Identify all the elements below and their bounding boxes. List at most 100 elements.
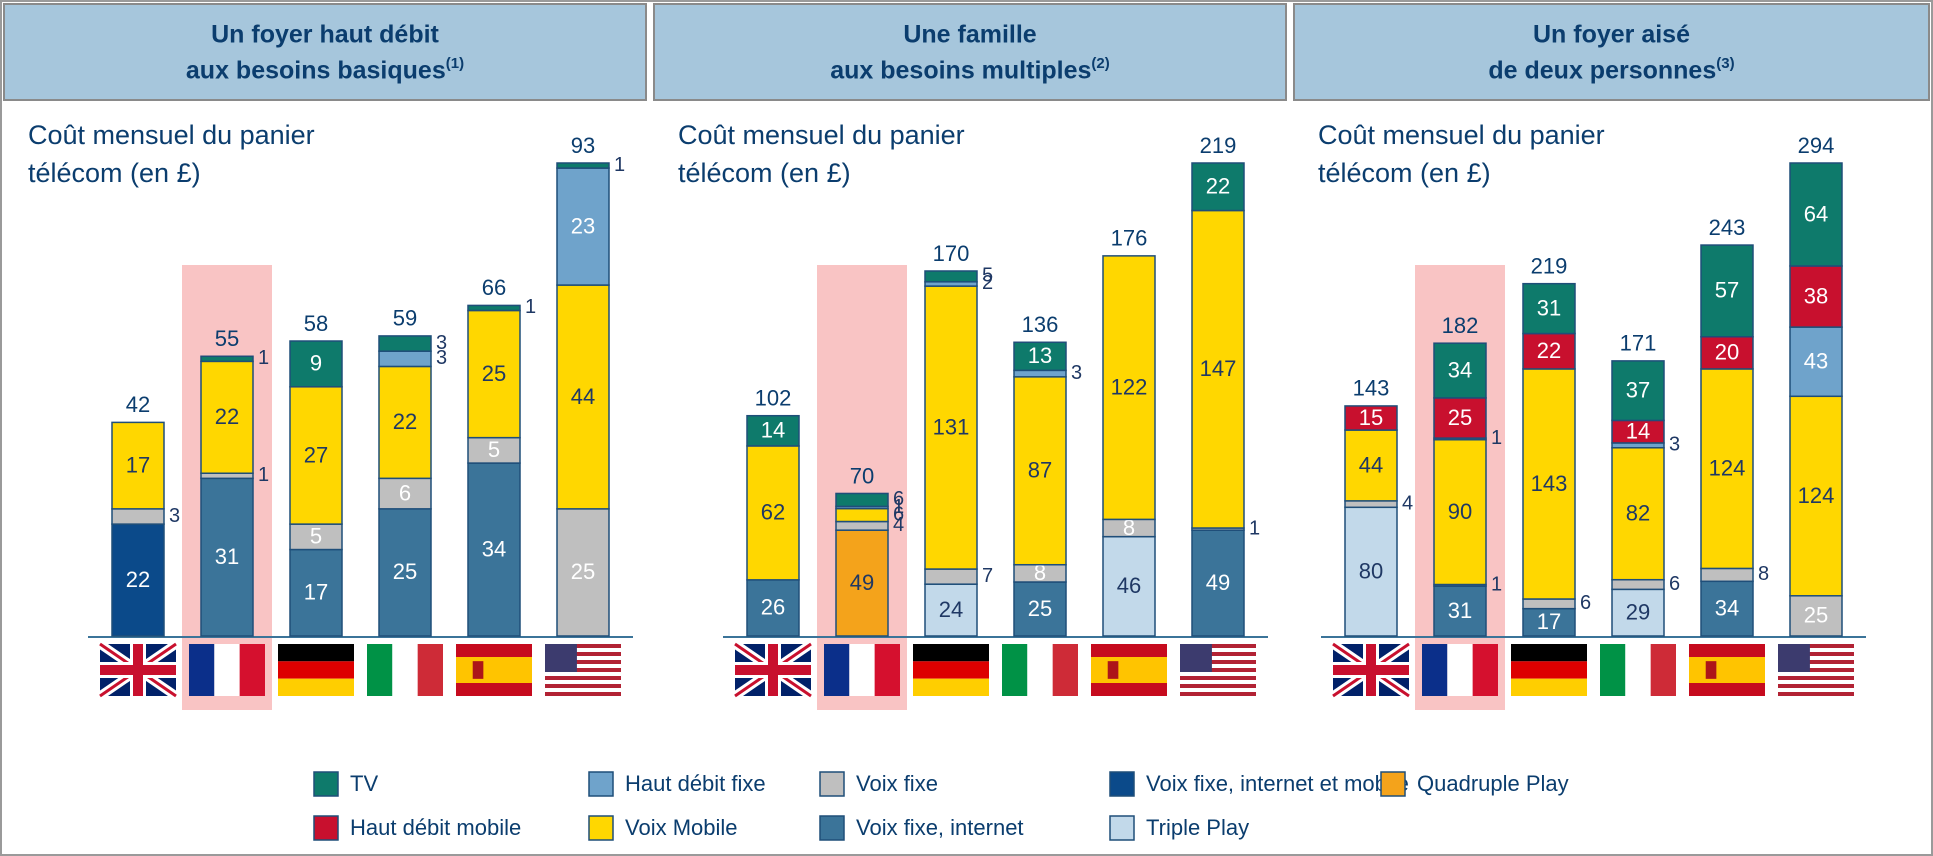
flag-stripe [545, 656, 621, 660]
value-label: 6 [1669, 573, 1680, 595]
subtitle-box: Coût mensuel du panier télécom (en £) [28, 120, 315, 188]
flag-band [913, 644, 989, 662]
flag [1180, 644, 1256, 696]
legend-label: Triple Play [1146, 815, 1249, 840]
flag [456, 644, 532, 696]
value-label: 124 [1798, 483, 1835, 508]
value-label: 43 [1804, 349, 1828, 374]
bar-segment [467, 436, 521, 464]
value-label: 6 [893, 503, 904, 525]
legend-swatch [588, 815, 614, 841]
bar-segment [1611, 578, 1665, 591]
value-label: 3 [169, 505, 180, 527]
flag-band [1472, 644, 1498, 696]
panel-header [653, 3, 1287, 101]
bar-segment [1522, 332, 1576, 370]
flag-stripe [1778, 680, 1854, 684]
value-label: 8 [1034, 560, 1046, 585]
value-label: 8 [1758, 563, 1769, 585]
total-label: 243 [1709, 215, 1746, 240]
flag [732, 640, 814, 700]
flag-band [874, 644, 900, 696]
bar-segment [1700, 368, 1754, 570]
bar-segment [835, 529, 889, 637]
flag-stripe [1778, 676, 1854, 680]
value-label: 31 [215, 544, 239, 569]
value-label: 90 [1448, 499, 1472, 524]
flag-emblem [1705, 661, 1717, 679]
legend-label: Haut débit mobile [350, 815, 521, 840]
legend-label: TV [350, 771, 378, 796]
total-label: 143 [1353, 376, 1390, 401]
flag-stripe [545, 676, 621, 680]
value-label: 17 [1537, 609, 1561, 634]
total-label: 59 [393, 306, 417, 331]
value-label: 1 [1491, 574, 1502, 596]
panel-header [1293, 3, 1930, 101]
flag-band [417, 644, 443, 696]
flag-emblem [472, 661, 484, 679]
value-label: 34 [482, 536, 506, 561]
bar-segment [200, 355, 254, 363]
flag-stripe [545, 684, 621, 688]
flag-band [913, 661, 989, 679]
flag-stripe [545, 692, 621, 696]
value-label: 3 [436, 347, 447, 369]
bar-segment [111, 421, 165, 510]
panel-title: aux besoins multiples(2) [830, 55, 1110, 85]
flag-band [214, 644, 240, 696]
bar-segment [111, 523, 165, 637]
bar-segment [1013, 581, 1067, 637]
footnote-mark: (3) [1716, 55, 1734, 72]
value-label: 87 [1028, 458, 1052, 483]
legend-label: Voix fixe, internet [856, 815, 1024, 840]
value-label: 17 [304, 580, 328, 605]
bar-segment [1191, 162, 1245, 212]
value-label: 80 [1359, 558, 1383, 583]
bar-segment [1700, 567, 1754, 583]
flag-stripe [1180, 660, 1256, 664]
bar-segment [200, 360, 254, 474]
flag [1091, 644, 1167, 696]
bar-segment [1013, 376, 1067, 566]
legend-swatch [1380, 771, 1406, 797]
value-label: 23 [571, 213, 595, 238]
value-label: 57 [1715, 278, 1739, 303]
value-label: 1 [258, 464, 269, 486]
value-label: 14 [761, 418, 785, 443]
subtitle-box: Coût mensuel du panier télécom (en £) [678, 120, 965, 188]
flag-stripe [1778, 684, 1854, 688]
flag-band [1002, 644, 1028, 696]
flag-stripe [1180, 656, 1256, 660]
legend-swatch [819, 815, 845, 841]
bar-segment [289, 523, 343, 551]
flag-canton [1778, 644, 1810, 672]
value-label: 1 [525, 296, 536, 318]
flag-stripe [1180, 672, 1256, 676]
value-label: 22 [126, 567, 150, 592]
flag [1422, 644, 1498, 696]
bar-segment [1013, 369, 1067, 378]
flag-band [849, 644, 875, 696]
panel-title: Un foyer aisé [1533, 21, 1690, 49]
bar-segment [289, 548, 343, 637]
value-label: 1 [1491, 427, 1502, 449]
bar-segment [1102, 255, 1156, 521]
total-label: 219 [1531, 253, 1568, 278]
value-label: 1 [614, 154, 625, 176]
bar-segment [1344, 405, 1398, 431]
bar-segment [467, 304, 521, 312]
value-label: 25 [482, 361, 506, 386]
value-label: 25 [1028, 596, 1052, 621]
value-label: 143 [1531, 471, 1568, 496]
bar-segment [556, 284, 610, 510]
bar-segment [1344, 429, 1398, 502]
bar-segment [200, 477, 254, 637]
total-label: 182 [1442, 313, 1479, 338]
flag-stripe [1180, 680, 1256, 684]
panel-title: Une famille [903, 21, 1036, 49]
subtitle: Coût mensuel du panier télécom (en £) [28, 120, 315, 188]
flag-stripe [545, 680, 621, 684]
total-label: 171 [1620, 331, 1657, 356]
flag-stripe [1778, 652, 1854, 656]
